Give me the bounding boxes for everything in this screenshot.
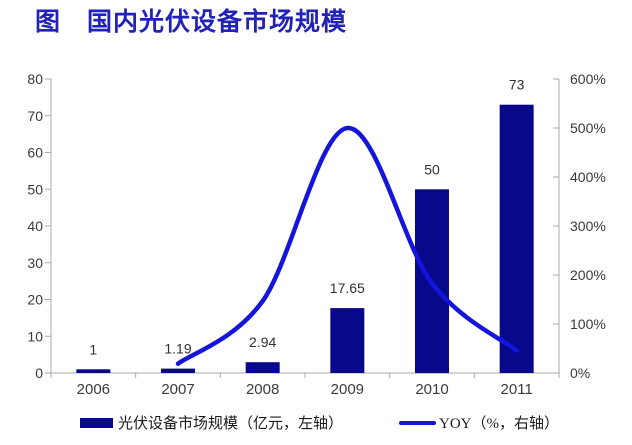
svg-text:300%: 300%	[570, 218, 606, 234]
svg-text:2008: 2008	[246, 381, 279, 398]
svg-text:2011: 2011	[501, 381, 533, 398]
svg-text:10: 10	[27, 328, 43, 344]
svg-text:30: 30	[27, 255, 43, 271]
svg-text:100%: 100%	[570, 316, 606, 332]
line-series-swatch	[399, 420, 437, 425]
bar-series-swatch	[80, 417, 113, 428]
x-axis-ticks: 2006 2007 2008 2009 2010 2011	[50, 373, 560, 398]
left-axis-ticks: 0 10 20 30 40 50 60 70 80	[27, 71, 51, 381]
svg-text:1: 1	[89, 341, 97, 357]
bar-2008	[245, 362, 280, 373]
svg-text:2009: 2009	[331, 381, 364, 398]
svg-text:2007: 2007	[161, 381, 194, 398]
svg-text:1.19: 1.19	[164, 341, 191, 357]
bar-2007	[161, 368, 195, 373]
bar-2009	[330, 308, 365, 373]
svg-text:70: 70	[27, 108, 43, 124]
svg-text:500%: 500%	[570, 120, 606, 136]
svg-text:2006: 2006	[77, 381, 110, 398]
right-axis-ticks: 0% 100% 200% 300% 400% 500% 600%	[553, 71, 606, 381]
legend-label-yoy: YOY（%，右轴）	[439, 416, 560, 432]
svg-text:0%: 0%	[570, 365, 590, 381]
svg-text:40: 40	[27, 218, 43, 234]
svg-text:60: 60	[27, 145, 43, 161]
svg-text:80: 80	[27, 71, 43, 87]
legend-item-market-size: 光伏设备市场规模（亿元，左轴）	[80, 412, 343, 433]
svg-text:50: 50	[27, 181, 43, 197]
chart-title: 图 国内光伏设备市场规模	[35, 9, 348, 36]
svg-text:17.65: 17.65	[330, 280, 365, 296]
svg-text:20: 20	[27, 292, 43, 308]
chart-legend: 光伏设备市场规模（亿元，左轴） YOY（%，右轴）	[80, 412, 559, 433]
svg-text:0: 0	[35, 365, 43, 381]
legend-label-market-size: 光伏设备市场规模（亿元，左轴）	[118, 416, 344, 432]
svg-text:600%: 600%	[570, 71, 606, 87]
svg-text:200%: 200%	[570, 267, 606, 283]
bar-2011	[499, 104, 534, 373]
bar-series: 1 1.19 2.94 17.65 50 73	[76, 77, 534, 374]
svg-text:50: 50	[424, 161, 440, 177]
legend-item-yoy: YOY（%，右轴）	[399, 412, 559, 433]
svg-text:400%: 400%	[570, 169, 606, 185]
yoy-line	[175, 125, 519, 366]
bar-2006	[76, 369, 111, 373]
svg-text:2.94: 2.94	[249, 334, 276, 350]
svg-text:73: 73	[509, 77, 525, 93]
svg-text:2010: 2010	[415, 381, 448, 398]
